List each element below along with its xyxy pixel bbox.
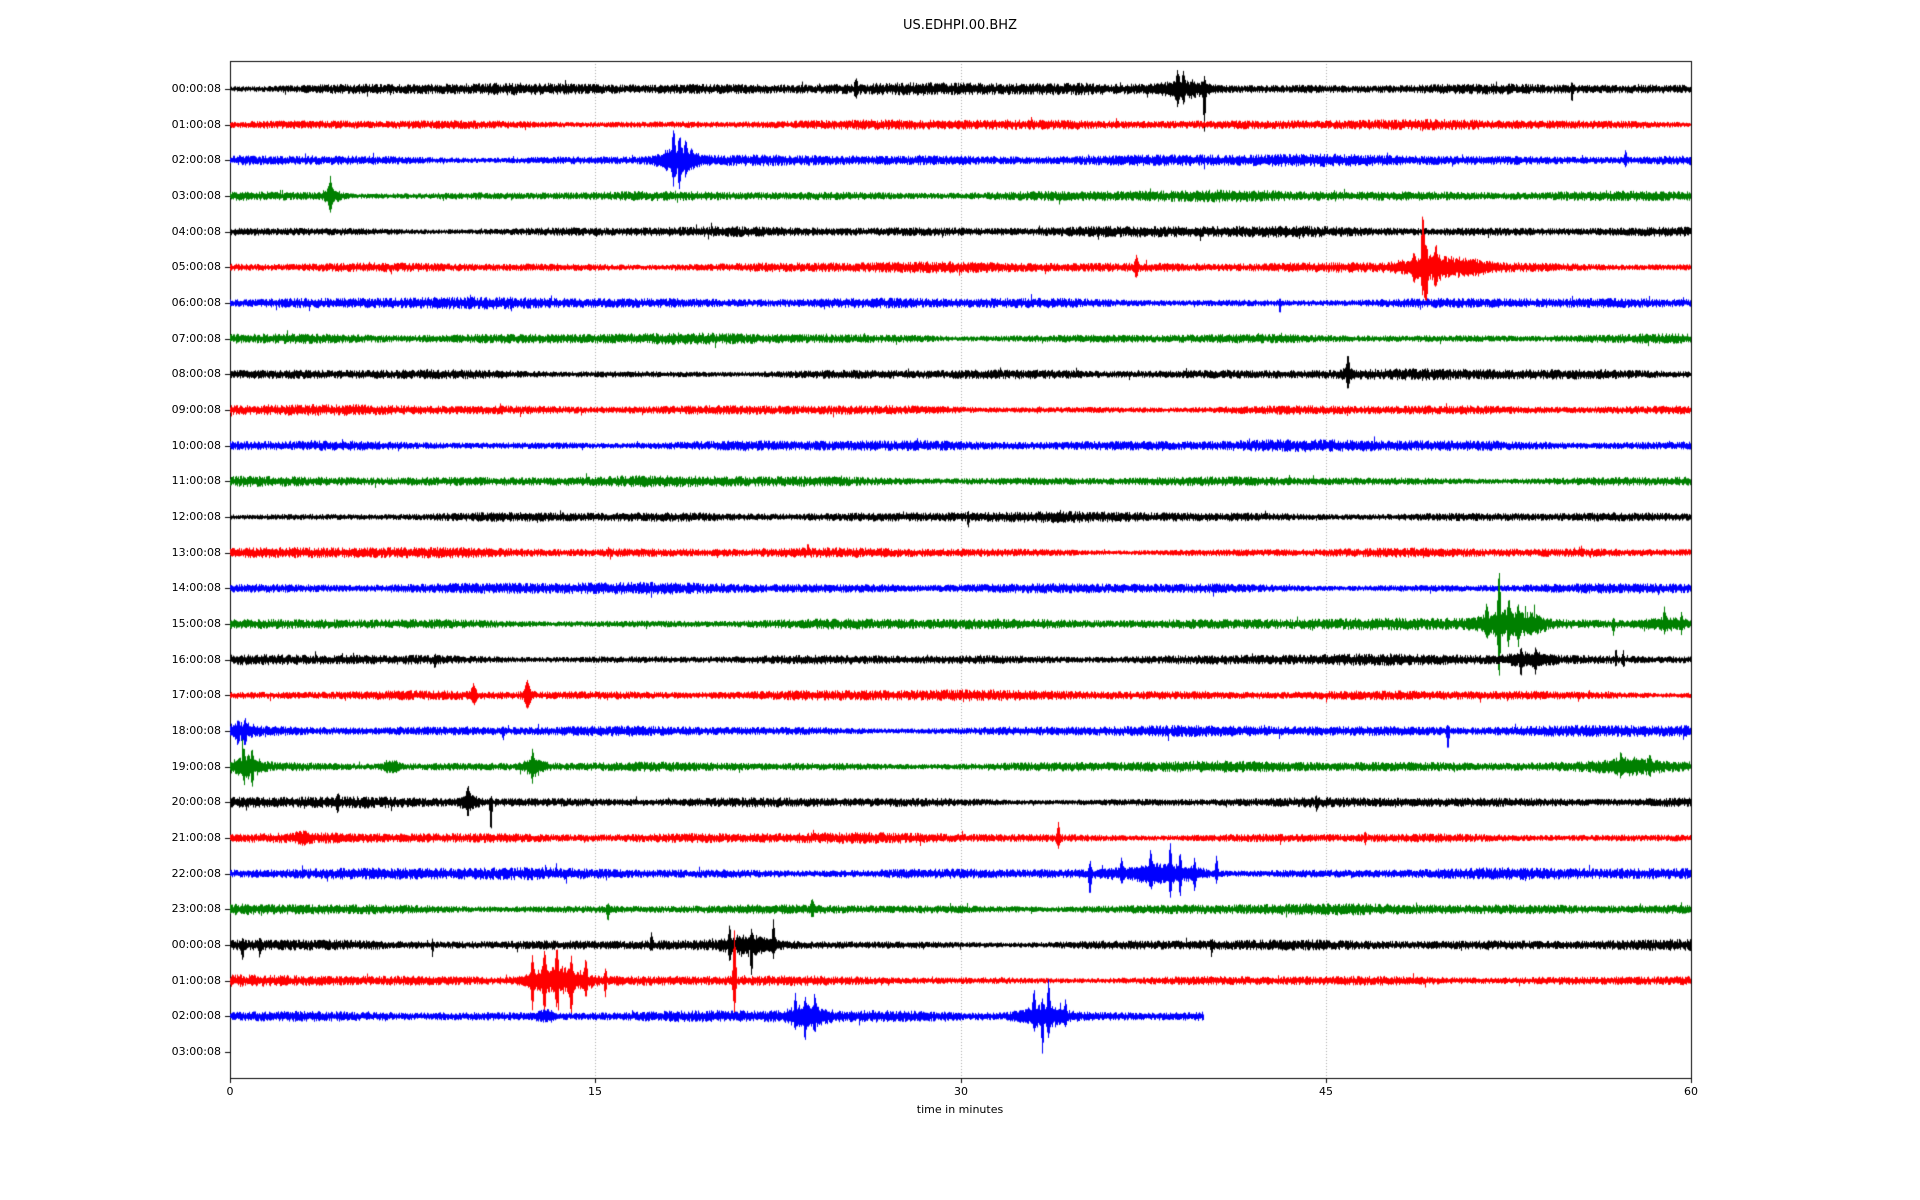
x-tick-label: 60 [1684, 1085, 1698, 1098]
row-time-label: 07:00:08 [171, 332, 221, 345]
row-time-label: 01:00:08 [171, 118, 221, 131]
row-time-label: 13:00:08 [171, 546, 221, 559]
row-time-label: 10:00:08 [171, 439, 221, 452]
x-tick-label: 0 [226, 1085, 234, 1098]
row-time-label: 03:00:08 [171, 189, 221, 202]
row-time-label: 02:00:08 [171, 153, 221, 166]
row-time-label: 02:00:08 [171, 1009, 221, 1022]
row-time-label: 20:00:08 [171, 795, 221, 808]
row-time-label: 12:00:08 [171, 510, 221, 523]
row-time-label: 15:00:08 [171, 617, 221, 630]
row-time-label: 23:00:08 [171, 902, 221, 915]
row-time-label: 03:00:08 [171, 1045, 221, 1058]
row-time-label: 22:00:08 [171, 867, 221, 880]
x-tick-label: 30 [954, 1085, 968, 1098]
row-time-label: 11:00:08 [171, 474, 221, 487]
row-time-label: 09:00:08 [171, 403, 221, 416]
row-time-label: 16:00:08 [171, 653, 221, 666]
row-time-label: 05:00:08 [171, 260, 221, 273]
row-time-label: 19:00:08 [171, 760, 221, 773]
row-time-label: 04:00:08 [171, 225, 221, 238]
row-time-label: 21:00:08 [171, 831, 221, 844]
x-tick-label: 15 [588, 1085, 602, 1098]
x-tick-label: 45 [1319, 1085, 1333, 1098]
x-axis-label: time in minutes [916, 1103, 1004, 1116]
row-time-label: 14:00:08 [171, 581, 221, 594]
row-time-label: 06:00:08 [171, 296, 221, 309]
row-time-label: 17:00:08 [171, 688, 221, 701]
row-time-label: 08:00:08 [171, 367, 221, 380]
row-time-label: 00:00:08 [171, 938, 221, 951]
chart-title: US.EDHPI.00.BHZ [903, 18, 1017, 33]
row-time-label: 18:00:08 [171, 724, 221, 737]
row-time-label: 00:00:08 [171, 82, 221, 95]
row-time-label: 01:00:08 [171, 974, 221, 987]
